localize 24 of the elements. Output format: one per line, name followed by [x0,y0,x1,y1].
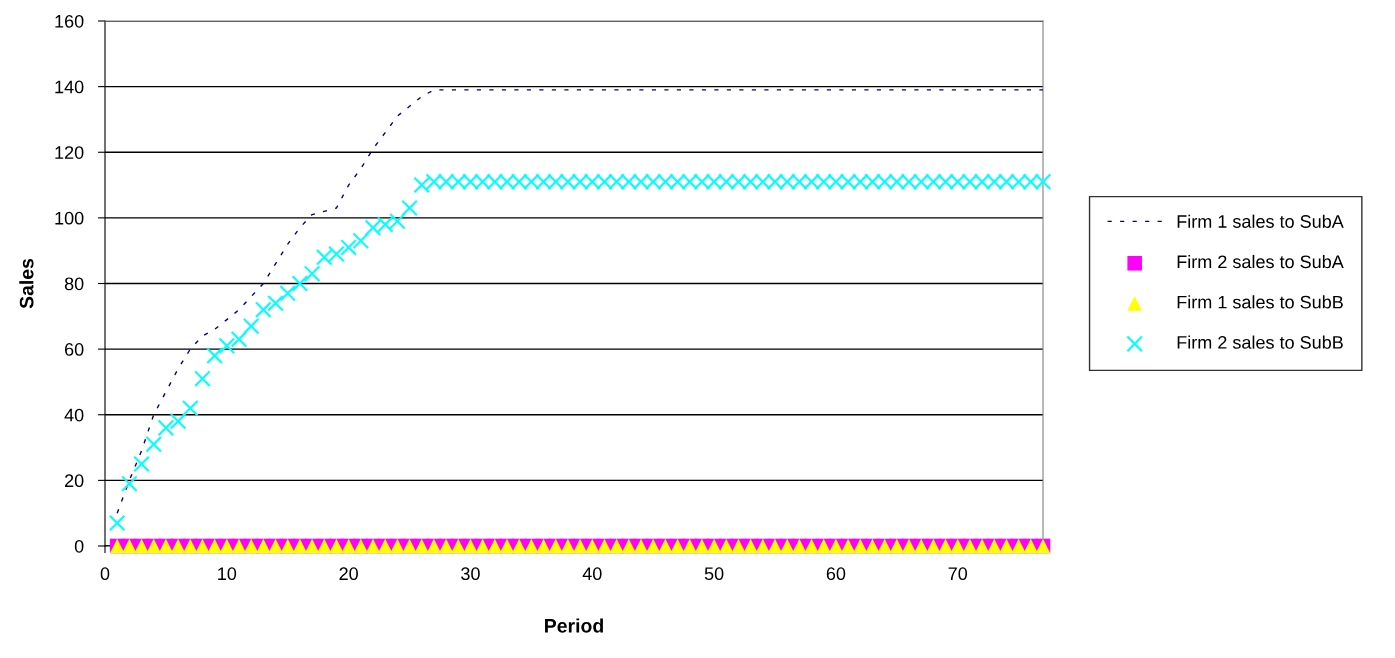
y-tick-label: 60 [65,343,84,356]
y-tick-label: 160 [55,14,84,28]
y-axis-title: Sales [19,258,34,309]
legend-label: Firm 2 sales to SubB [1177,335,1343,349]
y-tick-label: 40 [64,408,84,422]
x-tick-label: 10 [218,567,237,581]
y-tick-label: 100 [55,211,84,225]
legend-label: Firm 2 sales to SubA [1177,254,1344,269]
x-tick-label: 20 [339,567,358,581]
x-axis-title: Period [545,618,603,633]
y-tick-label: 80 [64,277,84,291]
line-series [116,89,1044,514]
y-tick-label: 120 [55,146,84,159]
y-tick-label: 20 [64,474,84,488]
legend-label: Firm 1 sales to SubB [1177,295,1343,309]
x-tick-label: 50 [704,567,724,581]
y-tick-label: 140 [55,80,84,94]
legend-label: Firm 1 sales to SubA [1177,214,1344,228]
y-tick-label: 0 [74,539,84,553]
x-tick-label: 0 [100,567,110,581]
x-tick-label: 30 [461,567,480,581]
x-tick-label: 60 [826,567,846,581]
x-tick-label: 40 [582,567,602,581]
x-tick-label: 70 [948,567,968,581]
